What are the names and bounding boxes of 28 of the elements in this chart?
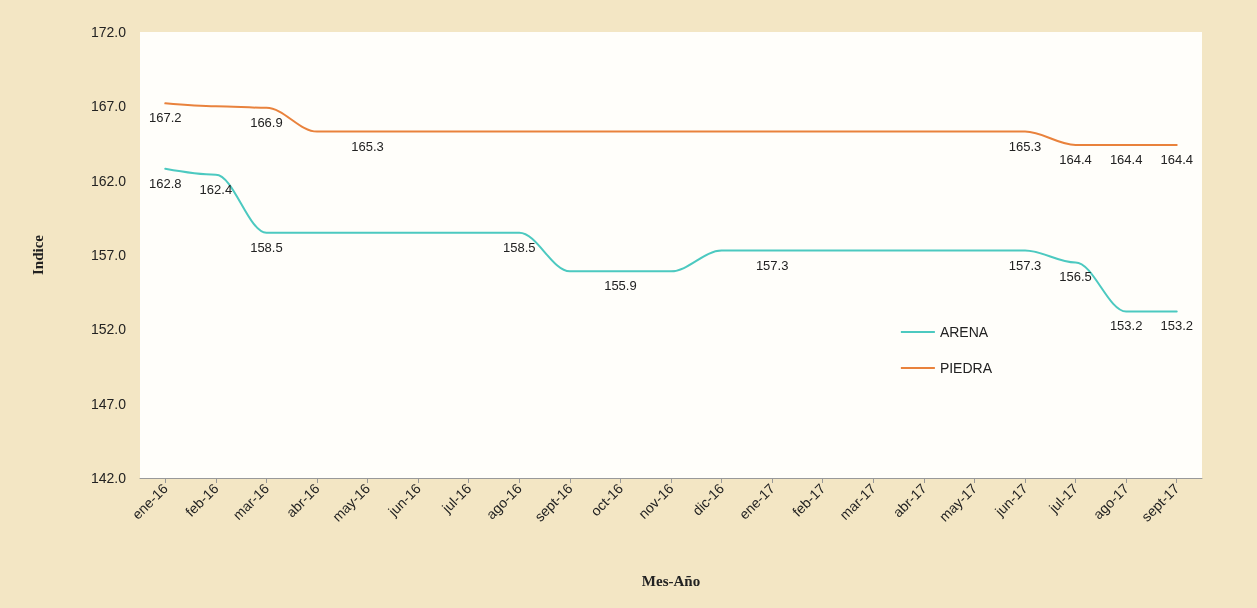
data-label: 157.3 [755,257,789,273]
data-label: 167.2 [149,110,182,126]
data-label: 164.4 [1160,151,1193,167]
data-label: 162.8 [149,175,182,191]
data-label: 157.3 [1008,257,1042,273]
y-tick-label: 142.0 [90,470,127,486]
data-label: 156.5 [1059,269,1092,285]
data-label: 158.5 [503,239,536,255]
data-label: 165.3 [351,138,384,154]
y-tick-label: 152.0 [90,321,127,338]
y-axis-title: Indice [29,234,46,276]
data-label: 158.5 [250,239,283,255]
y-tick-label: 172.0 [90,24,127,40]
y-tick-label: 162.0 [90,172,127,189]
legend-label: ARENA [939,324,989,340]
data-label: 164.4 [1059,151,1092,167]
y-tick-label: 157.0 [90,247,127,263]
data-label: 166.9 [250,114,283,130]
legend-label: PIEDRA [939,360,993,376]
y-tick-label: 147.0 [90,395,127,412]
y-tick-label: 167.0 [90,98,127,115]
data-label: 153.2 [1109,318,1143,334]
data-label: 164.4 [1109,151,1143,167]
data-label: 162.4 [199,181,233,197]
data-label: 153.2 [1160,318,1193,334]
data-label: 165.3 [1008,138,1042,154]
data-label: 155.9 [604,278,637,294]
x-axis-title: Mes-Año [641,572,701,589]
